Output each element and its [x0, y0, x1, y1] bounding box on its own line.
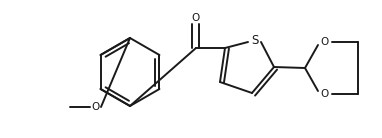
Text: O: O — [321, 89, 329, 99]
Text: O: O — [321, 37, 329, 47]
Text: O: O — [92, 102, 100, 112]
Text: S: S — [251, 34, 259, 47]
Text: O: O — [192, 13, 200, 23]
